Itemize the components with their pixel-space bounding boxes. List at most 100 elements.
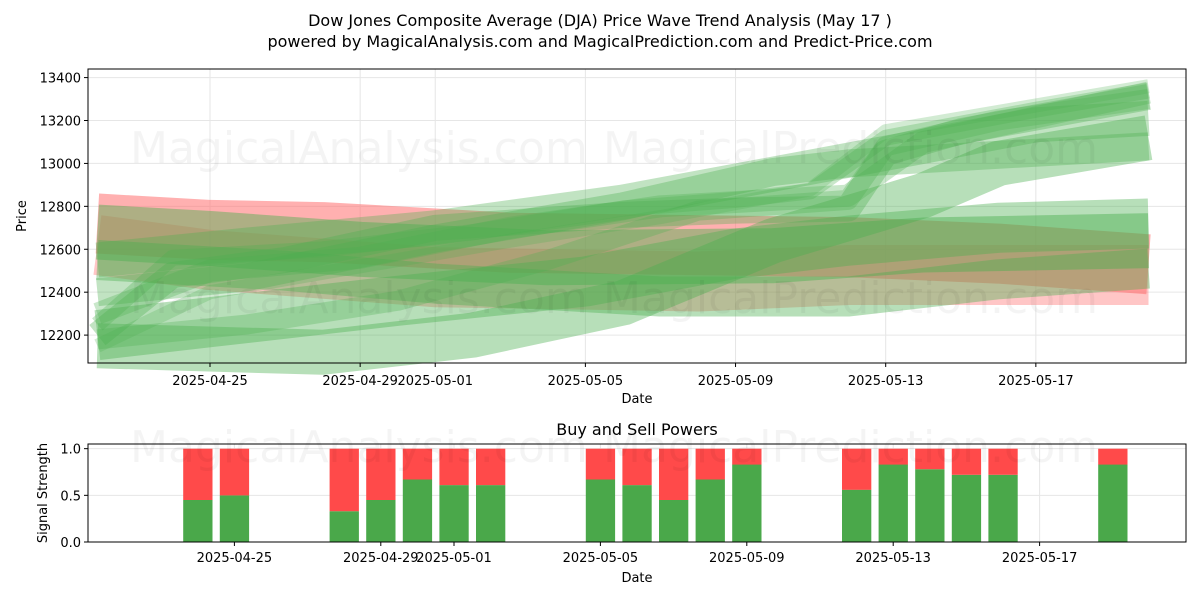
price-y-tick-label: 13200 <box>40 115 81 130</box>
power-x-axis-label: Date <box>621 571 652 586</box>
buy-power-bar <box>695 479 725 542</box>
buy-power-bar <box>1098 464 1128 542</box>
power-watermarks: MagicalAnalysis.com MagicalPrediction.co… <box>130 422 1098 473</box>
price-x-tick-label: 2025-05-01 <box>397 374 473 389</box>
price-y-tick-label: 12400 <box>40 286 81 301</box>
watermark-analysis-bottom: MagicalAnalysis.com <box>130 422 588 473</box>
price-watermarks: MagicalAnalysis.com MagicalPrediction.co… <box>130 123 1098 324</box>
buy-power-bar <box>183 500 213 542</box>
power-x-tick-label: 2025-05-01 <box>416 551 492 566</box>
buy-power-bar <box>732 464 762 542</box>
sell-power-bar <box>842 448 872 490</box>
sell-power-bar <box>476 448 506 486</box>
price-panel: MagicalAnalysis.com MagicalPrediction.co… <box>15 68 1187 407</box>
sell-power-bar <box>659 448 689 500</box>
price-y-tick-label: 12200 <box>40 329 81 344</box>
sell-power-bar <box>622 448 652 486</box>
green-wave-band <box>92 82 1150 331</box>
power-y-tick-label: 0.5 <box>60 489 81 504</box>
price-x-tick-label: 2025-05-17 <box>998 374 1074 389</box>
power-x-tick-label: 2025-04-29 <box>343 551 419 566</box>
power-chart-title: Buy and Sell Powers <box>556 420 718 439</box>
power-y-ticks: 0.0 0.5 1.0 <box>60 443 88 551</box>
power-panel: Buy and Sell Powers MagicalAnalysis.com … <box>36 420 1187 586</box>
red-wave-band <box>95 193 1151 295</box>
power-y-tick-label: 0.0 <box>60 536 81 551</box>
green-wave-band <box>95 100 1150 278</box>
green-wave-band <box>89 84 1151 346</box>
sell-power-bar <box>402 448 433 480</box>
price-x-tick-label: 2025-05-13 <box>848 374 924 389</box>
price-y-tick-label: 12600 <box>40 243 81 258</box>
sell-power-bar <box>439 448 469 486</box>
buy-power-bar <box>659 500 689 542</box>
green-wave-band <box>96 89 1150 350</box>
power-y-tick-label: 1.0 <box>60 443 81 458</box>
green-wave-band <box>96 115 1153 375</box>
buy-power-bar <box>842 489 872 542</box>
price-x-tick-label: 2025-04-29 <box>322 374 398 389</box>
green-wave-band <box>94 79 1150 353</box>
sell-power-bar <box>329 448 359 512</box>
price-x-ticks: 2025-04-25 2025-04-29 2025-05-01 2025-05-05… <box>172 363 1074 389</box>
red-wave-band <box>93 215 1149 312</box>
buy-power-bar <box>402 479 433 542</box>
buy-power-bar <box>915 469 945 542</box>
sell-power-bar <box>915 448 945 470</box>
price-y-tick-label: 13000 <box>40 157 81 172</box>
sell-power-bar <box>183 448 213 500</box>
buy-power-bar <box>219 495 250 542</box>
price-wave-bands <box>89 79 1153 375</box>
buy-power-bar <box>476 485 506 542</box>
price-x-axis-label: Date <box>621 392 652 407</box>
chart-title-line2: powered by MagicalAnalysis.com and Magic… <box>267 32 932 51</box>
power-x-tick-label: 2025-05-17 <box>1002 551 1078 566</box>
watermark-prediction-upper: MagicalPrediction.com <box>603 123 1098 174</box>
power-x-tick-label: 2025-05-13 <box>855 551 931 566</box>
buy-power-bar <box>329 511 359 542</box>
watermark-analysis-upper: MagicalAnalysis.com <box>130 123 588 174</box>
green-wave-band <box>96 240 1150 317</box>
buy-power-bar <box>988 474 1018 542</box>
power-x-tick-label: 2025-05-09 <box>709 551 785 566</box>
sell-power-bar <box>732 448 762 465</box>
sell-power-bar <box>219 448 250 496</box>
green-wave-band <box>93 81 1151 324</box>
sell-power-bar <box>988 448 1018 475</box>
watermark-prediction-bottom: MagicalPrediction.com <box>603 422 1098 473</box>
sell-power-bar <box>585 448 616 480</box>
price-plot-frame <box>87 68 1187 364</box>
price-x-tick-label: 2025-04-25 <box>172 374 248 389</box>
buy-power-bar <box>622 485 652 542</box>
green-wave-band <box>96 132 1150 307</box>
price-y-ticks: 12200 12400 12600 12800 13000 13200 13400 <box>40 72 88 344</box>
buy-power-bar <box>439 485 469 542</box>
buy-power-bar <box>951 474 982 542</box>
sell-power-bar <box>366 448 396 500</box>
sell-power-bar <box>878 448 908 465</box>
power-plot-frame <box>87 443 1187 543</box>
price-y-tick-label: 13400 <box>40 72 81 87</box>
chart-title-line1: Dow Jones Composite Average (DJA) Price … <box>308 11 892 30</box>
power-y-axis-label: Signal Strength <box>36 443 51 543</box>
buy-power-bar <box>878 464 908 542</box>
price-x-tick-label: 2025-05-05 <box>548 374 624 389</box>
sell-power-bar <box>1098 448 1128 465</box>
green-wave-band <box>95 204 1150 286</box>
sell-power-bar <box>951 448 982 475</box>
price-y-axis-label: Price <box>15 200 30 232</box>
buy-power-bar <box>366 500 396 542</box>
watermark-analysis-lower: MagicalAnalysis.com <box>130 273 588 324</box>
price-y-tick-label: 12800 <box>40 200 81 215</box>
power-x-tick-label: 2025-05-05 <box>563 551 639 566</box>
sell-power-bar <box>695 448 725 480</box>
price-x-tick-label: 2025-05-09 <box>698 374 774 389</box>
watermark-prediction-lower: MagicalPrediction.com <box>603 273 1098 324</box>
buy-power-bar <box>585 479 616 542</box>
power-x-tick-label: 2025-04-25 <box>197 551 273 566</box>
green-wave-band <box>94 198 1150 360</box>
power-bars <box>183 448 1128 542</box>
